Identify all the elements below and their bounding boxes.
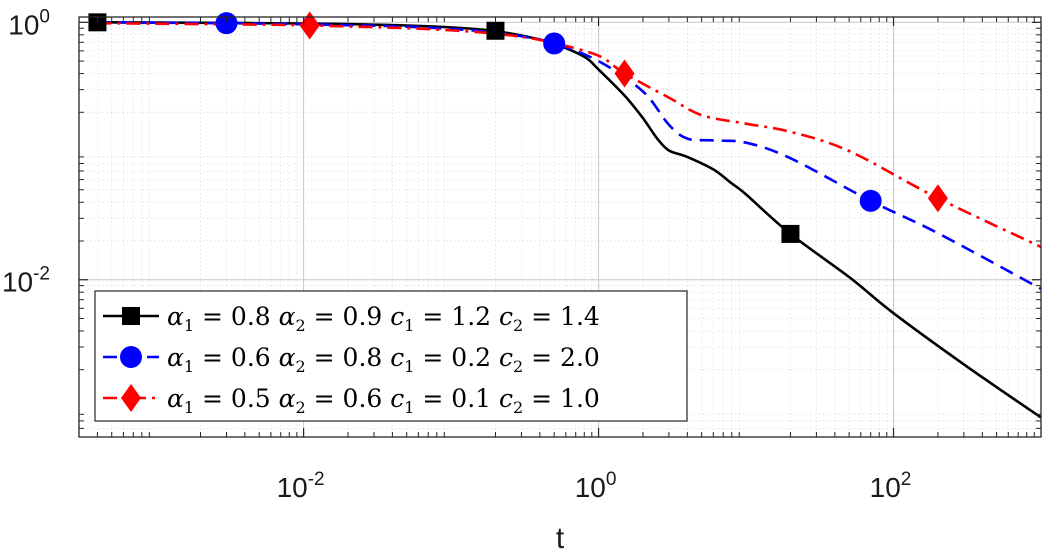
y-tick-label: 100: [8, 6, 50, 40]
tick-labels: 10-2 100 102 10-2 100: [2, 6, 911, 503]
legend-label-3: α1 = 0.5 α2 = 0.6 c1 = 0.1 c2 = 1.0: [167, 384, 600, 417]
series-1-marker: [781, 224, 800, 243]
axes-frame: [78, 16, 1042, 438]
legend-box: [94, 290, 688, 422]
x-tick-label: 100: [575, 469, 617, 503]
x-tick-label: 10-2: [277, 469, 325, 503]
series-1-marker: [486, 21, 505, 40]
x-tick-label: 102: [870, 469, 912, 503]
legend-marker-3: [121, 384, 141, 412]
y-tick-label: 10-2: [2, 264, 50, 298]
series-3-marker: [299, 11, 320, 40]
legend-label-1: α1 = 0.8 α2 = 0.9 c1 = 1.2 c2 = 1.4: [167, 302, 600, 335]
series-1-marker: [88, 13, 107, 32]
legend-marker-1: [122, 307, 140, 325]
legend: α1 = 0.8 α2 = 0.9 c1 = 1.2 c2 = 1.4 α1 = …: [94, 290, 688, 422]
series-3-marker: [614, 59, 635, 88]
x-axis-label: t: [556, 522, 565, 555]
series-2-marker: [859, 189, 882, 212]
series-markers: [88, 11, 948, 243]
series-3-marker: [927, 184, 948, 213]
series-2-marker: [215, 12, 238, 35]
legend-label-2: α1 = 0.6 α2 = 0.8 c1 = 0.2 c2 = 2.0: [167, 343, 600, 376]
major-grid: [79, 17, 1041, 437]
legend-marker-2: [120, 346, 142, 368]
series-2-marker: [543, 32, 566, 55]
series-line-2: [97, 21, 1042, 290]
axis-ticks: [78, 17, 1041, 438]
